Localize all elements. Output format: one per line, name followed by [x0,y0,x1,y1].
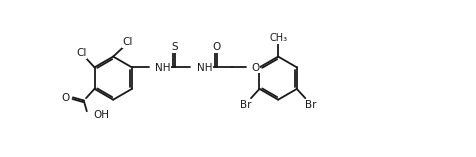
Text: Br: Br [304,100,316,110]
Text: O: O [61,93,69,103]
Text: Cl: Cl [122,37,133,47]
Text: Cl: Cl [76,48,87,58]
Text: S: S [171,42,178,52]
Text: O: O [212,42,220,52]
Text: NH: NH [155,63,170,73]
Text: OH: OH [93,110,109,120]
Text: O: O [251,63,259,73]
Text: Br: Br [239,100,251,110]
Text: NH: NH [196,63,212,73]
Text: CH₃: CH₃ [268,33,287,43]
